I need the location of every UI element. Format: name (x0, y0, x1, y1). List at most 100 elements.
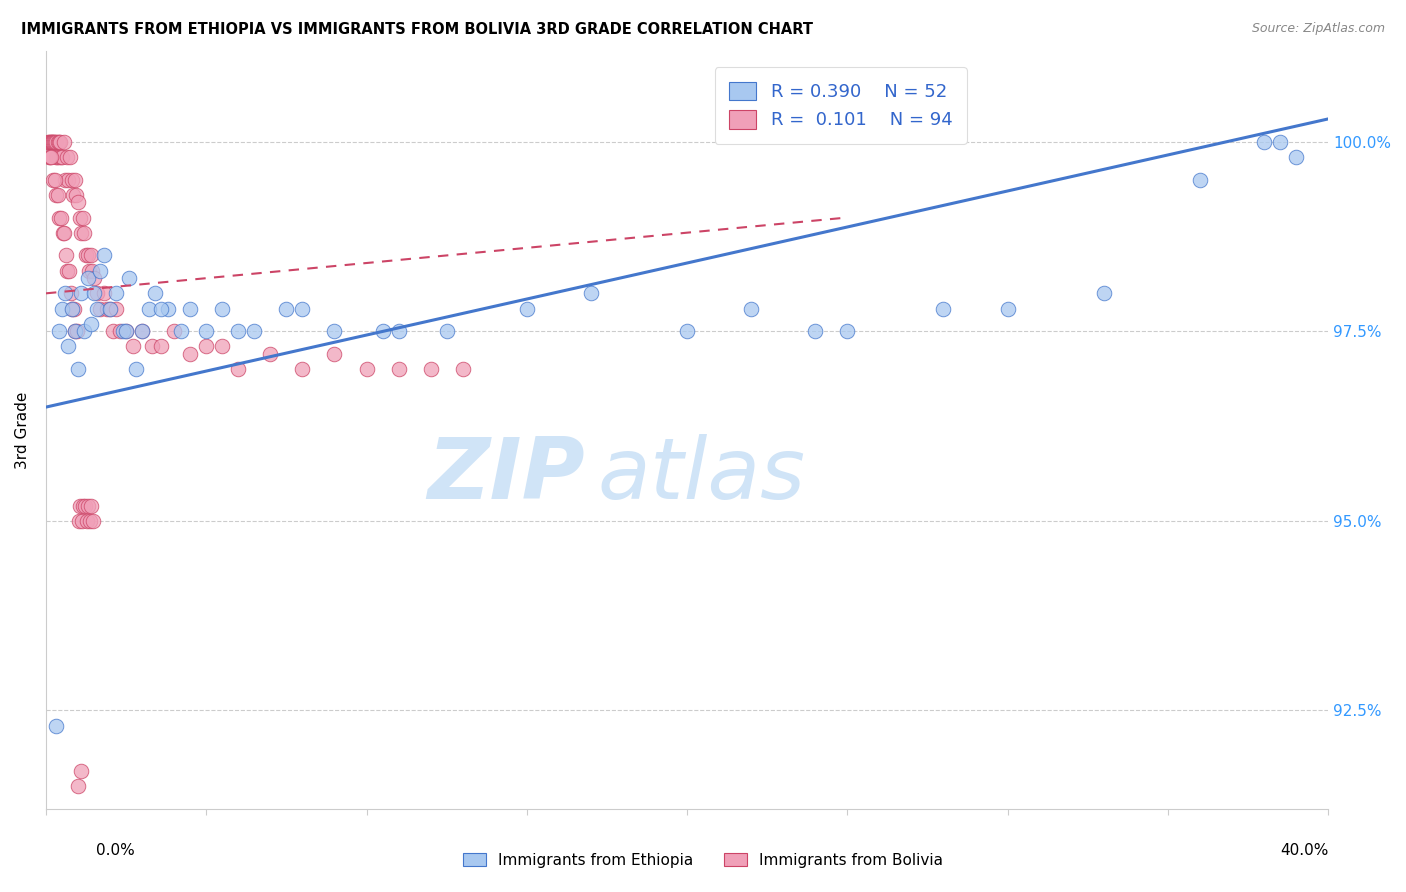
Point (66, 779, 89, 793)
Point (436, 324, 458, 338)
Point (72, 211, 94, 225)
Point (45, 135, 67, 149)
Point (46, 135, 69, 149)
Point (740, 301, 762, 316)
Point (41, 150, 63, 164)
Point (42, 135, 65, 149)
Point (44, 135, 66, 149)
Point (1253, 135, 1275, 149)
Y-axis label: 3rd Grade: 3rd Grade (15, 392, 30, 468)
Point (82, 514, 104, 528)
Point (66, 362, 89, 376)
Point (356, 362, 378, 376)
Legend: Immigrants from Ethiopia, Immigrants from Bolivia: Immigrants from Ethiopia, Immigrants fro… (456, 845, 950, 875)
Point (291, 301, 314, 316)
Point (387, 362, 409, 376)
Point (49, 135, 72, 149)
Point (96, 301, 118, 316)
Point (105, 301, 128, 316)
Point (38, 135, 60, 149)
Point (89, 301, 111, 316)
Point (226, 324, 249, 338)
Point (60, 301, 83, 316)
Point (51, 150, 73, 164)
Point (138, 301, 160, 316)
Point (1092, 286, 1115, 301)
Point (42, 135, 65, 149)
Point (1268, 135, 1291, 149)
Point (53, 286, 76, 301)
Point (44, 172, 66, 186)
Text: 40.0%: 40.0% (1281, 843, 1329, 858)
Point (48, 135, 70, 149)
Point (804, 324, 827, 338)
Point (211, 301, 233, 316)
Text: ZIP: ZIP (427, 434, 585, 516)
Point (45, 150, 67, 164)
Point (48, 150, 70, 164)
Point (76, 248, 98, 262)
Point (291, 362, 314, 376)
Point (41, 135, 63, 149)
Point (323, 324, 346, 338)
Point (58, 172, 80, 186)
Point (118, 271, 141, 285)
Point (59, 286, 82, 301)
Point (98, 301, 121, 316)
Point (66, 195, 89, 210)
Point (49, 211, 72, 225)
Point (56, 263, 79, 277)
Point (70, 286, 93, 301)
Point (70, 514, 93, 528)
Point (58, 263, 80, 277)
Point (41, 135, 63, 149)
Point (80, 248, 103, 262)
Point (131, 324, 153, 338)
Point (75, 248, 97, 262)
Text: IMMIGRANTS FROM ETHIOPIA VS IMMIGRANTS FROM BOLIVIA 3RD GRADE CORRELATION CHART: IMMIGRANTS FROM ETHIOPIA VS IMMIGRANTS F… (21, 22, 813, 37)
Point (62, 187, 84, 202)
Point (226, 362, 249, 376)
Point (115, 324, 138, 338)
Point (1285, 150, 1308, 164)
Point (75, 499, 97, 513)
Point (76, 271, 98, 285)
Point (103, 324, 125, 338)
Point (86, 286, 108, 301)
Point (65, 324, 87, 338)
Point (52, 226, 75, 240)
Point (83, 286, 105, 301)
Point (121, 339, 143, 353)
Point (169, 324, 191, 338)
Point (70, 764, 93, 778)
Point (46, 150, 69, 164)
Point (195, 339, 218, 353)
Point (80, 499, 103, 513)
Point (73, 226, 96, 240)
Text: atlas: atlas (598, 434, 806, 516)
Point (163, 324, 186, 338)
Point (39, 135, 62, 149)
Point (46, 187, 69, 202)
Legend: R = 0.390    N = 52, R =  0.101    N = 94: R = 0.390 N = 52, R = 0.101 N = 94 (714, 67, 967, 144)
Point (51, 150, 73, 164)
Point (45, 187, 67, 202)
Point (63, 172, 86, 186)
Point (156, 301, 179, 316)
Point (93, 286, 115, 301)
Point (38, 150, 60, 164)
Point (451, 362, 474, 376)
Text: 0.0%: 0.0% (96, 843, 135, 858)
Point (38, 135, 60, 149)
Point (179, 301, 201, 316)
Point (125, 362, 148, 376)
Point (211, 339, 233, 353)
Point (371, 324, 394, 338)
Point (70, 226, 93, 240)
Point (131, 324, 153, 338)
Point (1188, 172, 1211, 186)
Point (39, 150, 62, 164)
Point (80, 317, 103, 331)
Point (86, 301, 108, 316)
Point (37, 135, 59, 149)
